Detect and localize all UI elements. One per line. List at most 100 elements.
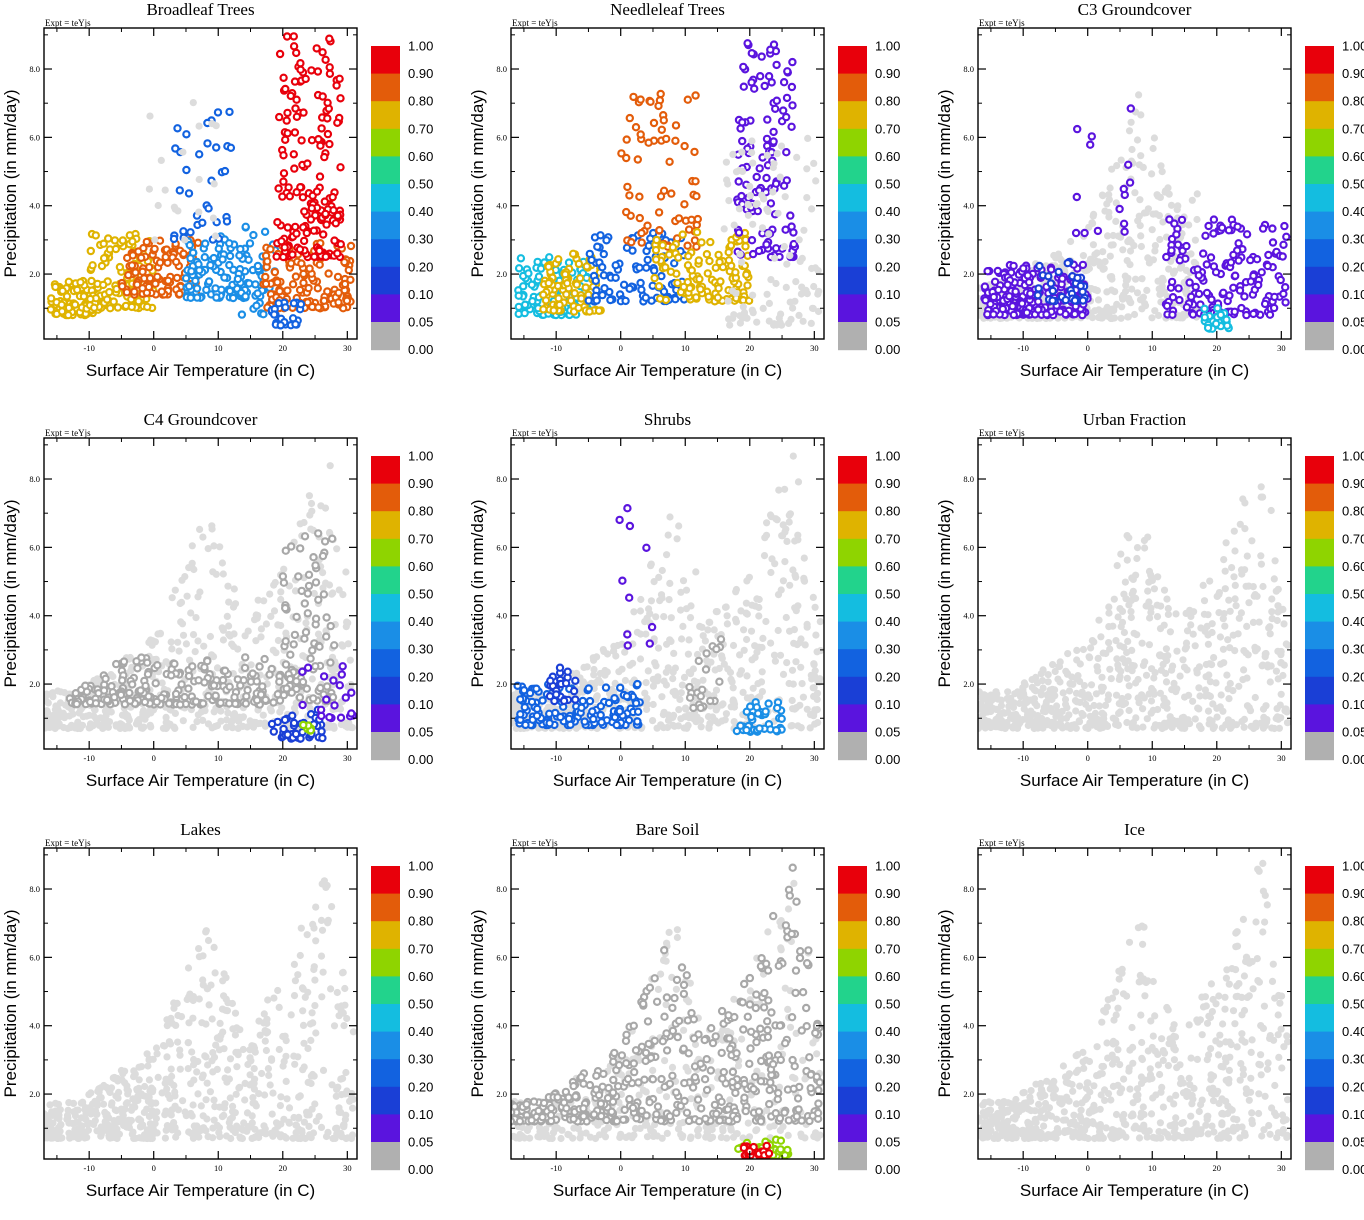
colorbar-swatch: [1305, 267, 1334, 295]
data-point: [232, 600, 239, 607]
data-point: [670, 650, 677, 657]
data-point: [1202, 233, 1208, 239]
data-point: [324, 115, 330, 121]
data-point: [342, 568, 349, 575]
data-point: [646, 140, 652, 146]
data-point: [1056, 269, 1062, 275]
data-point: [803, 194, 810, 201]
data-point: [647, 99, 653, 105]
data-point: [113, 661, 119, 667]
data-point: [659, 567, 666, 574]
data-point: [584, 263, 590, 269]
data-point: [195, 261, 201, 267]
data-point: [1236, 258, 1242, 264]
data-point: [1228, 259, 1234, 265]
data-point: [1226, 227, 1232, 233]
data-point: [812, 604, 819, 611]
data-point: [749, 292, 756, 299]
data-point: [134, 665, 140, 671]
data-point: [736, 178, 742, 184]
data-point: [322, 199, 328, 205]
colorbar-label: 0.05: [408, 315, 433, 330]
data-point: [685, 636, 692, 643]
data-point: [333, 545, 340, 552]
data-point: [1132, 276, 1139, 283]
data-point: [572, 290, 578, 296]
data-point: [783, 149, 789, 155]
data-point: [83, 713, 90, 720]
data-point: [254, 615, 261, 622]
data-point: [704, 626, 711, 633]
data-point: [173, 259, 179, 265]
data-point: [179, 681, 185, 687]
data-point: [1043, 311, 1049, 317]
data-point: [643, 295, 649, 301]
data-point: [1080, 297, 1086, 303]
data-point: [732, 269, 738, 275]
data-point: [643, 679, 650, 686]
data-point: [753, 201, 760, 208]
data-point: [1184, 304, 1190, 310]
data-point: [1232, 595, 1239, 602]
data-point: [1267, 312, 1273, 318]
data-point: [678, 635, 685, 642]
data-point: [773, 181, 779, 187]
data-point: [302, 533, 308, 539]
data-point: [1005, 282, 1011, 288]
data-point: [803, 165, 810, 172]
data-point: [772, 515, 779, 522]
data-point: [310, 554, 316, 560]
data-point: [129, 262, 135, 268]
data-point: [1095, 296, 1102, 303]
y-tick-label: 6.0: [963, 132, 974, 142]
data-point: [775, 487, 782, 494]
data-point: [759, 635, 766, 642]
data-point: [282, 304, 288, 310]
data-point: [1151, 307, 1158, 314]
data-point: [1179, 217, 1185, 223]
data-point: [93, 700, 99, 706]
data-point: [1105, 209, 1112, 216]
data-point: [288, 260, 294, 266]
data-point: [798, 724, 805, 731]
data-point: [1231, 647, 1238, 654]
data-point: [145, 671, 151, 677]
colorbar-swatch: [371, 184, 400, 212]
data-point: [557, 665, 563, 671]
data-point: [666, 596, 673, 603]
colorbar-label: 0.50: [408, 177, 433, 192]
data-point: [645, 605, 652, 612]
colorbar-label: 0.90: [408, 476, 433, 491]
data-point: [235, 725, 242, 732]
data-point: [93, 232, 99, 238]
data-point: [1100, 266, 1107, 273]
data-point: [1089, 133, 1095, 139]
data-point: [282, 244, 288, 250]
data-point: [811, 721, 818, 728]
data-point: [333, 220, 339, 226]
y-tick-label: 6.0: [29, 542, 40, 552]
data-point: [800, 694, 807, 701]
colorbar-label: 0.30: [875, 642, 900, 657]
data-point: [690, 665, 697, 672]
data-point: [1177, 257, 1183, 263]
colorbar-swatch: [371, 622, 400, 650]
data-point: [138, 255, 144, 261]
data-point: [117, 724, 124, 731]
data-point: [308, 656, 314, 662]
colorbar-label: 0.40: [408, 614, 433, 629]
data-point: [652, 662, 659, 669]
data-point: [301, 208, 307, 214]
data-point: [1150, 145, 1157, 152]
colorbar-label: 0.90: [875, 476, 900, 491]
colorbar-swatch: [838, 267, 867, 295]
data-point: [1282, 284, 1288, 290]
data-point: [781, 79, 787, 85]
data-point: [291, 151, 297, 157]
data-point: [607, 297, 613, 303]
data-point: [676, 696, 683, 703]
data-point: [313, 616, 319, 622]
colorbar-swatch: [371, 74, 400, 102]
data-point: [799, 680, 806, 687]
data-point: [638, 230, 644, 236]
